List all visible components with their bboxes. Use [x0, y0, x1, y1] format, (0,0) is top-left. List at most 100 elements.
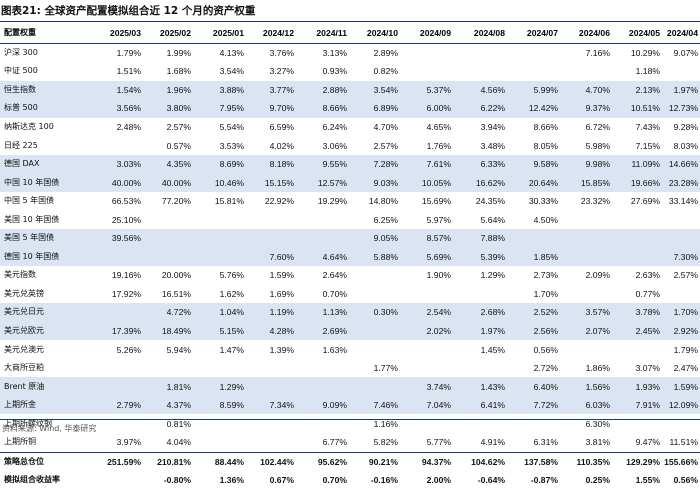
table-cell: 0.70%: [322, 475, 347, 486]
table-cell: 15.69%: [421, 196, 451, 207]
row-label: 标普 500: [0, 99, 91, 118]
table-row: 美元兑欧元 17.39% 18.49% 5.15% 4.28% 2.69% 2.02% 1.9…: [0, 321, 700, 341]
row-label: 大商所豆粕: [4, 363, 44, 373]
table-cell: 4.64%: [296, 247, 349, 267]
table-cell: 9.70%: [246, 99, 296, 118]
table-cell: 7.88%: [453, 229, 507, 248]
table-cell: 1.77%: [373, 363, 398, 374]
table-cell: 94.37%: [421, 456, 451, 467]
table-cell: 8.05%: [533, 140, 558, 151]
table-cell: [193, 247, 246, 267]
table-cell: [193, 359, 246, 378]
table-cell: -0.64%: [477, 475, 505, 486]
table-cell: [560, 62, 612, 81]
table-cell: [193, 229, 246, 248]
table-cell: 25.10%: [111, 214, 141, 225]
table-cell: 8.66%: [296, 99, 349, 118]
table-cell: 6.30%: [585, 418, 610, 429]
table-cell: [246, 377, 296, 396]
table-cell: 2.69%: [296, 321, 349, 341]
table-cell: 3.54%: [219, 66, 244, 77]
column-header: 2025/01: [212, 28, 244, 39]
table-cell: 0.25%: [585, 475, 610, 486]
table-cell: 23.28%: [662, 173, 700, 192]
table-row: 美元指数 19.16% 20.00% 5.76% 1.59% 2.64% 1.90% 1.29…: [0, 266, 700, 285]
table-cell: 3.06%: [322, 140, 347, 151]
table-cell: 1.29%: [480, 270, 505, 281]
table-cell: 3.76%: [269, 47, 294, 58]
table-cell: [453, 43, 507, 62]
table-cell: [400, 62, 453, 81]
table-cell: [560, 247, 612, 267]
table-row: 上期所螺纹钢 0.81% 1.16% 6.30%: [0, 414, 700, 433]
table-row: Brent 原油 1.81% 1.29% 3.74% 1.43% 6.40% 1.56% 1.…: [0, 377, 700, 396]
table-cell: 12.73%: [662, 99, 700, 118]
table-cell: 40.00%: [91, 173, 143, 192]
table-row: 美国 5 年国债 39.56% 9.05% 8.57% 7.88%: [0, 229, 700, 248]
column-header: 2024/08: [473, 28, 505, 39]
table-cell: [560, 229, 612, 248]
table-cell: 15.15%: [246, 173, 296, 192]
table-cell: 12.09%: [662, 395, 700, 415]
table-row: 恒生指数 1.54% 1.96% 3.88% 3.77% 2.88% 3.54% 5.37% 4…: [0, 80, 700, 100]
table-cell: 1.62%: [219, 288, 244, 299]
column-header: 2024/09: [419, 28, 451, 39]
table-cell: 14.80%: [368, 196, 398, 207]
table-cell: 7.30%: [662, 247, 700, 267]
table-cell: 9.28%: [673, 122, 698, 132]
table-row: 美元兑日元 4.72% 1.04% 1.19% 1.13% 0.30% 2.54% 2.68%…: [0, 303, 700, 322]
table-cell: [91, 247, 143, 267]
table-cell: 2.79%: [91, 395, 143, 415]
table-cell: 5.76%: [219, 270, 244, 281]
column-header: 2024/10: [366, 28, 398, 39]
table-cell: 40.00%: [143, 173, 193, 192]
table-cell: [612, 229, 662, 248]
table-cell: 90.21%: [368, 456, 398, 467]
table-cell: 6.33%: [453, 154, 507, 174]
table-cell: 1.86%: [585, 363, 610, 374]
table-cell: 66.53%: [111, 196, 141, 207]
table-cell: 7.28%: [349, 154, 400, 174]
table-cell: 1.90%: [426, 270, 451, 281]
table-cell: 95.62%: [317, 456, 347, 467]
table-cell: 3.78%: [612, 303, 662, 322]
table-cell: 2.92%: [662, 321, 700, 341]
table-cell: 3.77%: [246, 80, 296, 100]
table-cell: 9.37%: [560, 99, 612, 118]
table-cell: 9.05%: [349, 229, 400, 248]
table-cell: 2.89%: [373, 47, 398, 58]
table-cell: 5.64%: [480, 214, 505, 225]
row-label: 策略总仓位: [4, 456, 44, 466]
table-cell: 1.54%: [91, 80, 143, 100]
column-header: 2024/06: [578, 28, 610, 39]
table-cell: 1.19%: [246, 303, 296, 322]
table-cell: 102.44%: [260, 456, 294, 467]
table-cell: 1.55%: [635, 475, 660, 486]
column-header: 2024/07: [526, 28, 558, 39]
table-cell: 4.72%: [143, 303, 193, 322]
table-cell: 6.24%: [322, 122, 347, 132]
table-cell: 2.00%: [426, 475, 451, 486]
table-cell: 4.02%: [269, 140, 294, 151]
table-cell: 1.93%: [612, 377, 662, 396]
table-row: 德国 DAX 3.03% 4.35% 8.69% 8.18% 9.55% 7.28% 7.61…: [0, 154, 700, 174]
table-cell: [91, 359, 143, 378]
table-cell: 5.37%: [400, 80, 453, 100]
table-cell: 5.26%: [116, 344, 141, 355]
table-cell: [662, 285, 700, 304]
table-cell: 30.33%: [528, 196, 558, 207]
table-cell: 23.32%: [580, 196, 610, 207]
table-cell: 7.61%: [400, 154, 453, 174]
table-cell: 7.04%: [400, 395, 453, 415]
table-cell: 10.05%: [400, 173, 453, 192]
table-row: 模拟组合收益率 -0.80% 1.36% 0.67% 0.70% -0.16% 2.00% -…: [0, 471, 700, 490]
row-label: 中国 10 年国债: [0, 173, 91, 192]
column-header: 2025/03: [109, 28, 141, 39]
table-cell: 12.42%: [507, 99, 560, 118]
table-cell: 3.53%: [219, 140, 244, 151]
table-cell: 2.63%: [635, 270, 660, 281]
table-cell: -0.16%: [370, 475, 398, 486]
table-cell: 0.67%: [269, 475, 294, 486]
table-cell: [246, 229, 296, 248]
table-cell: 1.70%: [533, 288, 558, 299]
